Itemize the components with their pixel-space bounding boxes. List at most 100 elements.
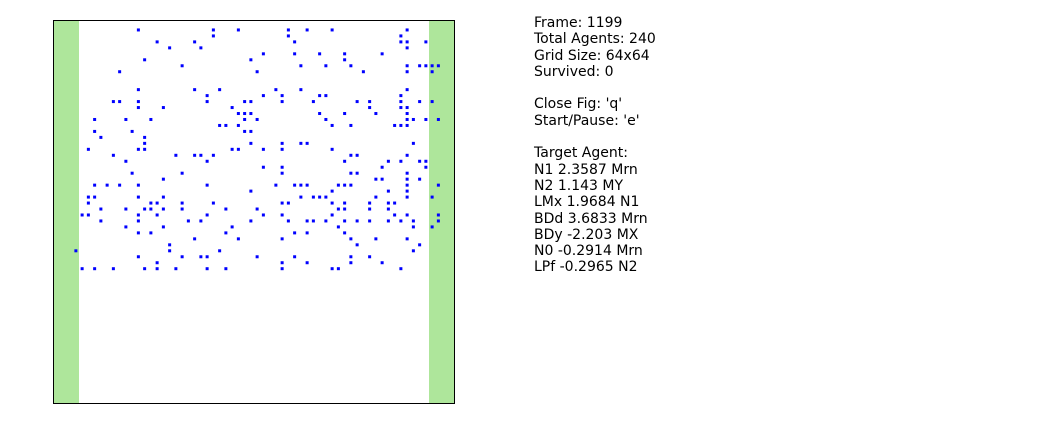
agent-dot <box>386 219 390 223</box>
agent-dot <box>93 183 97 187</box>
agent-dot <box>418 159 422 163</box>
agent-dot <box>355 153 359 157</box>
agent-dot <box>255 207 259 211</box>
agent-dot <box>430 195 434 199</box>
agent-dot <box>368 100 372 104</box>
agent-dot <box>293 231 297 235</box>
agent-dot <box>330 213 334 217</box>
agent-dot <box>305 183 309 187</box>
agent-dot <box>311 100 315 104</box>
agent-dot <box>343 231 347 235</box>
agent-dot <box>180 171 184 175</box>
agent-dot <box>136 219 140 223</box>
agent-dot <box>261 147 265 151</box>
agent-dot <box>111 100 115 104</box>
agent-dot <box>205 100 209 104</box>
agent-dot <box>211 201 215 205</box>
agent-dot <box>399 123 403 127</box>
agent-dot <box>193 88 197 92</box>
agent-dot <box>399 94 403 98</box>
info-panel: Frame: 1199 Total Agents: 240 Grid Size:… <box>534 15 656 276</box>
agent-dot <box>361 70 365 74</box>
agent-dot <box>99 135 103 139</box>
agent-dot <box>143 207 147 211</box>
agent-dot <box>218 249 222 253</box>
agent-dot <box>161 207 165 211</box>
agent-dot <box>411 225 415 229</box>
agent-dot <box>405 46 409 50</box>
agent-dot <box>149 207 153 211</box>
right-safe-zone <box>429 21 454 403</box>
agent-dot <box>430 64 434 68</box>
agent-dot <box>74 249 78 253</box>
agent-dot <box>330 189 334 193</box>
agent-dot <box>93 195 97 199</box>
agent-dot <box>280 201 284 205</box>
agent-dot <box>405 40 409 44</box>
agent-dot <box>149 201 153 205</box>
agent-dot <box>380 261 384 265</box>
agent-dot <box>430 225 434 229</box>
agent-dot <box>355 219 359 223</box>
agent-dot <box>393 201 397 205</box>
agent-dot <box>205 267 209 271</box>
survived-count: Survived: 0 <box>534 63 614 80</box>
agent-dot <box>349 237 353 241</box>
agent-dot <box>218 123 222 127</box>
agent-dot <box>249 58 253 62</box>
agent-dot <box>186 219 190 223</box>
agent-dot <box>230 225 234 229</box>
agent-dot <box>343 219 347 223</box>
agent-dot <box>174 267 178 271</box>
agent-dot <box>124 207 128 211</box>
agent-dot <box>411 219 415 223</box>
agent-dot <box>161 195 165 199</box>
agent-dot <box>355 243 359 247</box>
agent-dot <box>261 213 265 217</box>
agent-dot <box>236 28 240 32</box>
agent-dot <box>299 141 303 145</box>
agent-dot <box>393 123 397 127</box>
agent-dot <box>405 213 409 217</box>
agent-dot <box>243 117 247 121</box>
agent-dot <box>99 207 103 211</box>
agent-dot <box>324 94 328 98</box>
agent-dot <box>236 147 240 151</box>
target-agent-gene: BDy -2.203 MX <box>534 226 639 243</box>
agent-dot <box>336 267 340 271</box>
agent-dot <box>349 183 353 187</box>
agent-dot <box>405 177 409 181</box>
agent-dot <box>230 106 234 110</box>
agent-dot <box>436 213 440 217</box>
agent-dot <box>324 64 328 68</box>
agent-dot <box>318 52 322 56</box>
agent-dot <box>405 123 409 127</box>
agent-dot <box>118 70 122 74</box>
agent-dot <box>318 195 322 199</box>
agent-dot <box>168 249 172 253</box>
agent-dot <box>143 267 147 271</box>
target-agent-gene: LMx 1.9684 N1 <box>534 194 640 211</box>
agents-layer <box>74 28 440 271</box>
agent-dot <box>311 219 315 223</box>
agent-dot <box>343 52 347 56</box>
agent-dot <box>86 195 90 199</box>
agent-dot <box>318 94 322 98</box>
agent-dot <box>136 147 140 151</box>
agent-dot <box>249 100 253 104</box>
agent-dot <box>343 159 347 163</box>
agent-dot <box>280 141 284 145</box>
agent-dot <box>261 52 265 56</box>
agent-dot <box>93 129 97 133</box>
agent-dot <box>205 183 209 187</box>
agent-dot <box>368 106 372 110</box>
agent-dot <box>199 219 203 223</box>
agent-dot <box>436 117 440 121</box>
agent-dot <box>236 237 240 241</box>
agent-dot <box>424 64 428 68</box>
agent-dot <box>330 147 334 151</box>
agent-dot <box>124 225 128 229</box>
agent-dot <box>386 201 390 205</box>
agent-dot <box>405 28 409 32</box>
agent-dot <box>399 34 403 38</box>
